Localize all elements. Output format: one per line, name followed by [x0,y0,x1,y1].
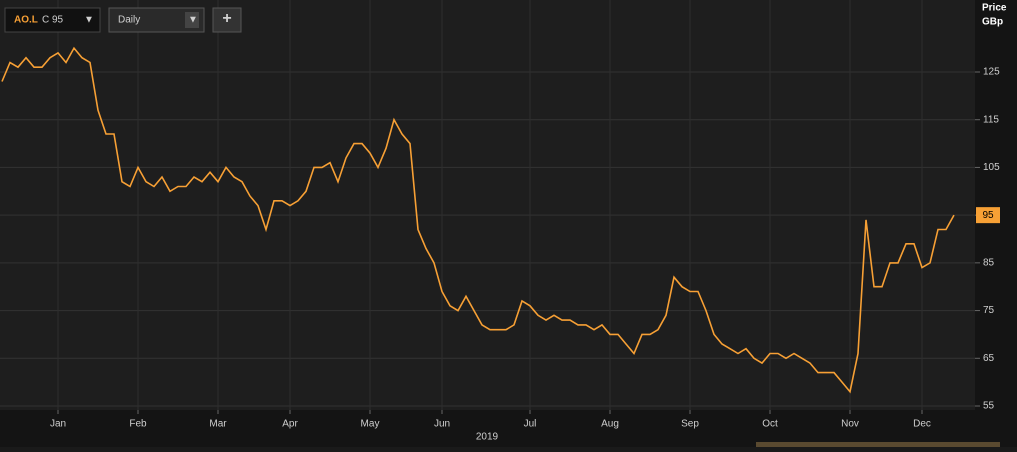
dropdown-arrow: ▼ [84,15,94,26]
dropdown-button[interactable] [185,12,199,28]
x-tick-label: May [361,419,380,430]
symbol-box[interactable] [4,7,101,33]
dropdown-arrow: ▼ [188,15,198,26]
y-tick-label: 55 [983,401,995,412]
interval: Daily [118,15,140,26]
x-tick-label: Sep [681,419,699,430]
y-tick-label: 85 [983,257,995,268]
x-tick-label: Nov [841,419,859,430]
y-axis-title: Price [982,3,1007,14]
x-tick-label: Feb [129,419,147,430]
price-line [1,46,955,394]
y-axis-unit: GBp [982,17,1003,28]
y-tick-label: 125 [983,67,1000,78]
close-label: C 95 [42,15,64,26]
y-axis-band [975,0,1017,447]
y-tick-label: 115 [983,114,999,125]
y-tick-label: 75 [983,305,995,316]
y-tick-label: 65 [983,353,995,364]
last-price-tag [976,207,1000,224]
x-tick-label: Dec [913,419,931,430]
x-tick-label: Mar [209,419,227,430]
x-tick-label: Oct [762,419,778,430]
last-price-label: 95 [982,210,994,221]
symbol: AO.L [14,15,38,26]
x-axis-band [0,410,975,447]
y-tick-label: 105 [983,162,1000,173]
add-label: + [222,10,231,27]
x-tick-label: Apr [282,419,298,430]
add-button[interactable] [212,7,242,33]
x-tick-label: Aug [601,419,619,430]
plot-area [0,0,975,410]
x-tick-label: Jun [434,419,450,430]
year-label: 2019 [476,432,499,443]
x-tick-label: Jan [50,419,66,430]
x-tick-label: Jul [524,419,537,430]
scrollbar[interactable] [756,442,1000,447]
